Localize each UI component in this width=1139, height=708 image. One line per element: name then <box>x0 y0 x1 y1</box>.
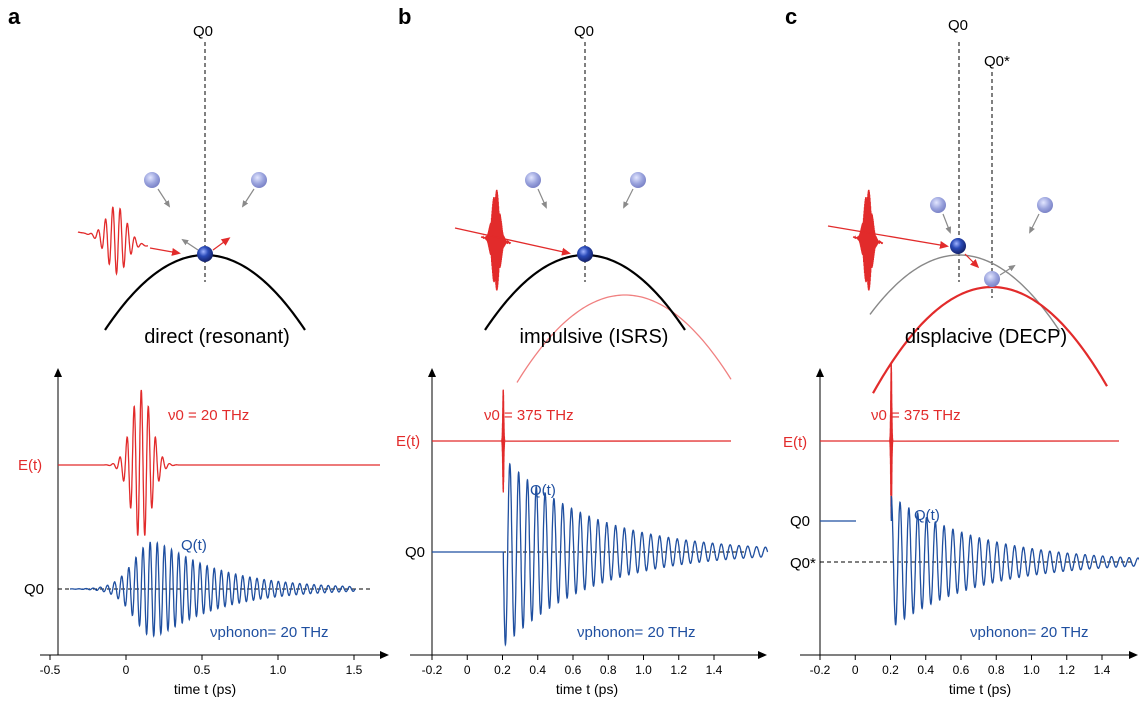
x-tick-label: 1.0 <box>635 663 652 677</box>
panel-c: c Q0 Q0* displacive (DECP) -0.2 0 0.2 0.4 0.… <box>783 4 1139 697</box>
phonon-trace <box>70 540 356 638</box>
light-pulse-wave <box>480 189 512 291</box>
atom-ball <box>950 238 966 254</box>
x-tick-label: 1.0 <box>1023 663 1040 677</box>
x-axis-label: time t (ps) <box>556 681 618 697</box>
motion-arrow <box>157 188 171 208</box>
motion-arrow <box>212 237 231 251</box>
motion-arrow <box>241 188 255 208</box>
caption-b: impulsive (ISRS) <box>520 326 669 348</box>
x-tick-label: 0.6 <box>953 663 970 677</box>
ghost-ball-bottom <box>984 271 1000 287</box>
x-tick-label: 0.4 <box>917 663 934 677</box>
x-tick-label: 1.0 <box>270 663 287 677</box>
efield-trace <box>58 389 380 536</box>
x-tick-label: -0.5 <box>40 663 61 677</box>
x-tick-label: -0.2 <box>810 663 831 677</box>
motion-arrow <box>964 253 980 269</box>
motion-arrow <box>1029 213 1040 234</box>
pulse-arrow <box>827 225 949 249</box>
caption-c: displacive (DECP) <box>905 326 1067 348</box>
pulse-frequency-label: ν0 = 375 THz <box>484 407 574 424</box>
ghost-ball-left <box>144 172 160 188</box>
atom-ball <box>197 246 213 262</box>
x-tick-label: 1.2 <box>1058 663 1075 677</box>
motion-arrow <box>537 188 547 209</box>
x-tick-label: 0.8 <box>988 663 1005 677</box>
x-tick-label: 0.8 <box>600 663 617 677</box>
q0star-axis-label: Q0* <box>790 555 816 572</box>
panel-letter-b: b <box>398 4 411 29</box>
pulse-frequency-label: ν0 = 375 THz <box>871 407 961 424</box>
q0-axis-label: Q0 <box>24 581 44 598</box>
x-tick-label: 0 <box>464 663 471 677</box>
ghost-ball-right <box>251 172 267 188</box>
x-tick-label: 1.4 <box>706 663 723 677</box>
motion-arrow <box>181 238 199 251</box>
x-tick-label: 1.4 <box>1094 663 1111 677</box>
q-label: Q(t) <box>181 537 207 554</box>
panel-letter-a: a <box>8 4 21 29</box>
ghost-ball-left <box>525 172 541 188</box>
phonon-trace <box>432 462 769 647</box>
x-tick-label: -0.2 <box>422 663 443 677</box>
efield-label: E(t) <box>396 433 420 450</box>
efield-trace <box>820 363 1120 519</box>
phonon-frequency-label: νphonon= 20 THz <box>577 624 696 641</box>
q-label: Q(t) <box>914 507 940 524</box>
q0-top-label: Q0 <box>948 17 968 34</box>
ground-state-potential <box>869 254 1061 332</box>
x-ticks: -0.2 0 0.2 0.4 0.6 0.8 1.0 1.2 1.4 <box>422 655 723 677</box>
x-tick-label: 0 <box>852 663 859 677</box>
pulse-wave-path <box>77 206 148 276</box>
q0-top-label: Q0 <box>193 23 213 40</box>
phonon-frequency-label: νphonon= 20 THz <box>210 624 329 641</box>
x-tick-label: 0.4 <box>529 663 546 677</box>
x-tick-label: 1.2 <box>670 663 687 677</box>
efield-label: E(t) <box>783 434 807 451</box>
x-tick-label: 0.5 <box>194 663 211 677</box>
x-tick-label: 0.6 <box>565 663 582 677</box>
pulse-wave-path <box>852 189 884 291</box>
q0star-top-label: Q0* <box>984 53 1010 70</box>
pulse-arrow <box>149 247 181 256</box>
pulse-wave-path <box>480 189 512 291</box>
nu-symbol: ν0 = 20 THz <box>168 407 249 424</box>
panel-a: a Q0 direct (resonant) -0.5 0 0.5 1.0 1.5 ti… <box>8 4 389 697</box>
pulse-frequency-label: ν0 = 20 THz <box>168 407 249 424</box>
light-pulse-wave <box>852 189 884 291</box>
x-axis-label: time t (ps) <box>949 681 1011 697</box>
atom-ball <box>577 246 593 262</box>
phonon-trace <box>890 495 1139 626</box>
phonon-frequency-label: νphonon= 20 THz <box>970 624 1089 641</box>
caption-a: direct (resonant) <box>144 326 290 348</box>
efield-label: E(t) <box>18 457 42 474</box>
x-axis-label: time t (ps) <box>174 681 236 697</box>
light-pulse-wave <box>77 206 148 276</box>
motion-arrow <box>942 213 951 234</box>
q0-axis-label: Q0 <box>790 513 810 530</box>
efield-trace <box>432 389 732 493</box>
panel-b: b Q0 impulsive (ISRS) -0.2 0 0.2 0.4 0.6 0.8 1… <box>396 4 769 697</box>
x-tick-label: 0.2 <box>494 663 511 677</box>
x-ticks: -0.2 0 0.2 0.4 0.6 0.8 1.0 1.2 1.4 <box>810 655 1111 677</box>
pulse-arrow <box>454 227 571 256</box>
x-tick-label: 0 <box>123 663 130 677</box>
excited-state-potential <box>516 294 732 383</box>
x-tick-label: 1.5 <box>346 663 363 677</box>
panel-letter-c: c <box>785 4 797 29</box>
x-tick-label: 0.2 <box>882 663 899 677</box>
x-ticks: -0.5 0 0.5 1.0 1.5 <box>40 655 363 677</box>
ghost-ball-right <box>1037 197 1053 213</box>
q-label: Q(t) <box>530 482 556 499</box>
ghost-ball-right <box>630 172 646 188</box>
motion-arrow <box>623 188 634 209</box>
excited-state-potential <box>872 285 1108 394</box>
q0-top-label: Q0 <box>574 23 594 40</box>
motion-arrow <box>999 264 1016 276</box>
q0-axis-label: Q0 <box>405 544 425 561</box>
ghost-ball-left <box>930 197 946 213</box>
